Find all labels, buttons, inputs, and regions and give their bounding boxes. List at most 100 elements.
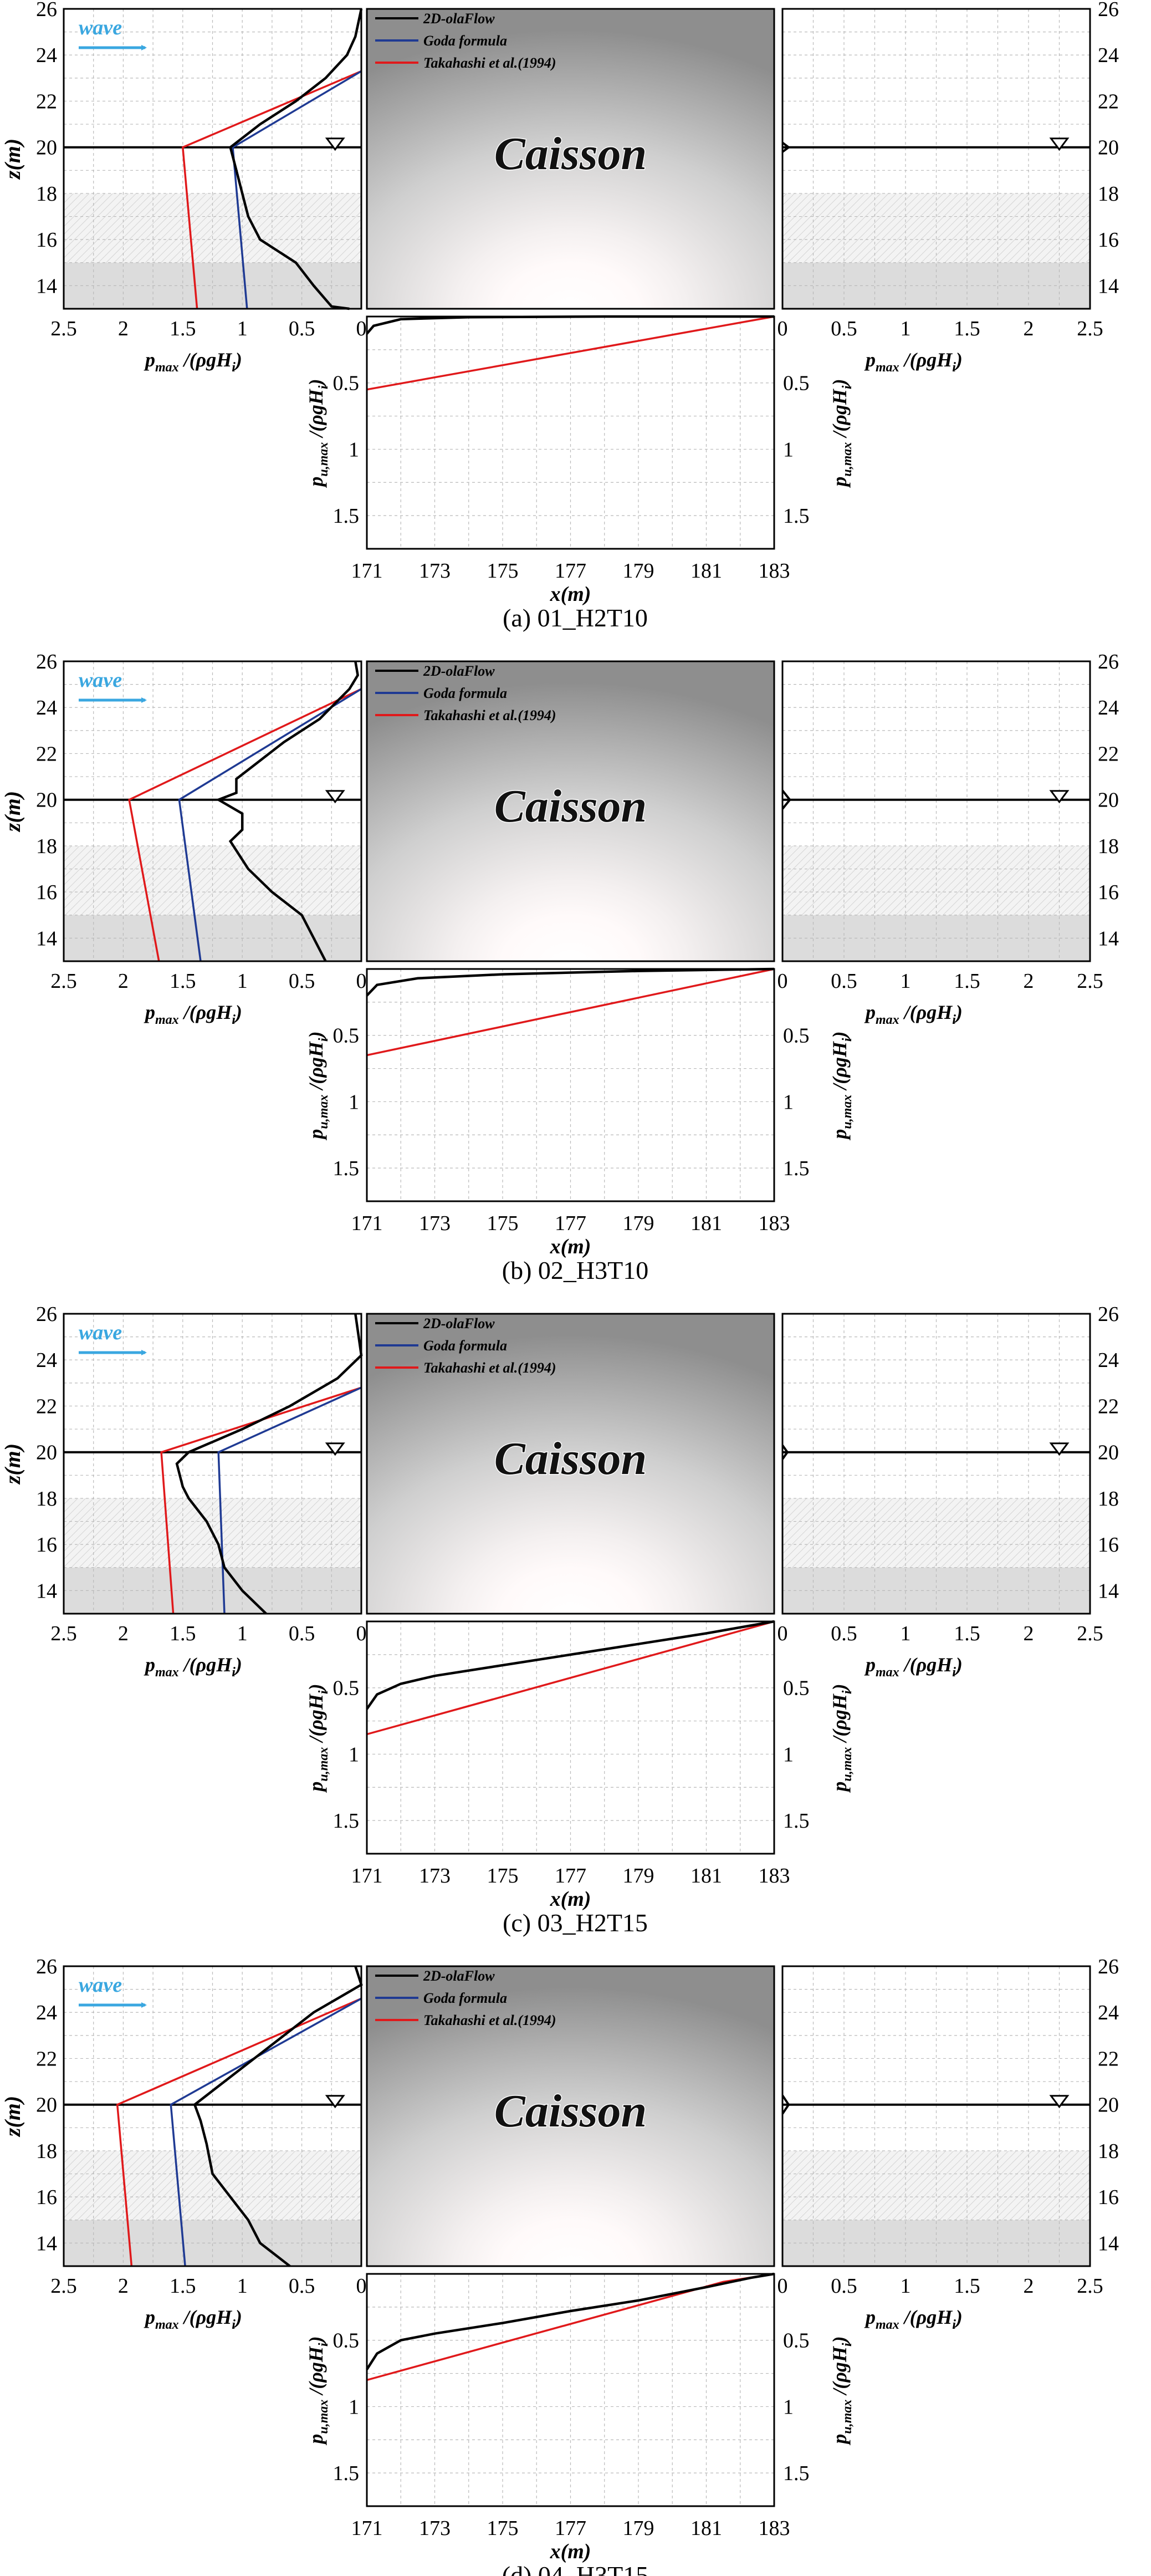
front-olaflow-line <box>216 661 359 962</box>
right-z-tick-label: 20 <box>1098 2094 1119 2117</box>
panel-caption: (b) 02_H3T10 <box>502 1256 648 1284</box>
left-pmax-axis-title: pmax /(ρgHi) <box>144 349 242 375</box>
right-z-tick-label: 26 <box>1098 1303 1119 1326</box>
uplift-tick-label-right: 1.5 <box>783 1809 810 1833</box>
wave-label: wave <box>79 1321 122 1344</box>
right-z-tick-label: 24 <box>1098 44 1119 67</box>
left-z-tick-label: 22 <box>36 742 57 766</box>
uplift-tick-label-left: 0.5 <box>333 2329 360 2353</box>
right-p-tick-label: 0.5 <box>831 1622 857 1645</box>
left-p-tick-label: 2 <box>118 317 129 340</box>
right-z-tick-label: 16 <box>1098 881 1119 904</box>
x-tick-label: 179 <box>623 2517 654 2540</box>
uplift-takahashi-line <box>366 315 775 391</box>
x-tick-label: 181 <box>690 1864 722 1888</box>
x-axis-title: x(m) <box>550 1235 591 1258</box>
right-p-tick-label: 0.5 <box>831 2274 857 2298</box>
right-p-tick-label: 2.5 <box>1077 970 1103 993</box>
left-swl-marker-icon <box>325 790 345 804</box>
uplift-tick-label-right: 0.5 <box>783 1024 810 1048</box>
left-z-tick-label: 24 <box>36 696 57 720</box>
right-frame <box>781 660 1091 962</box>
uplift-tick-label-left: 1 <box>349 438 359 461</box>
x-tick-label: 181 <box>690 559 722 583</box>
front-takahashi-line <box>160 1386 362 1614</box>
right-z-tick-label: 26 <box>1098 650 1119 674</box>
left-z-tick-label: 26 <box>36 1955 57 1978</box>
left-frame <box>63 1965 362 2267</box>
left-z-tick-label: 24 <box>36 2001 57 2024</box>
uplift-frame <box>366 2273 775 2507</box>
caisson-frame <box>366 660 775 962</box>
left-p-tick-label: 0.5 <box>289 2274 315 2298</box>
legend: 2D-olaFlow Goda formula Takahashi et al.(1… <box>375 1968 556 2028</box>
caisson-block <box>367 1314 774 1614</box>
left-z-tick-label: 20 <box>36 2094 57 2117</box>
right-z-tick-label: 24 <box>1098 696 1119 720</box>
caisson-block <box>367 9 774 309</box>
right-z-tick-label: 14 <box>1098 2232 1119 2255</box>
uplift-frame <box>366 968 775 1202</box>
right-z-tick-label: 18 <box>1098 1487 1119 1511</box>
right-p-tick-label: 2.5 <box>1077 1622 1103 1645</box>
left-frame <box>63 1313 362 1615</box>
x-tick-label: 177 <box>555 2517 586 2540</box>
x-tick-label: 181 <box>690 1212 722 1235</box>
right-z-tick-label: 18 <box>1098 2140 1119 2163</box>
left-p-tick-label: 1 <box>237 970 248 993</box>
uplift-tick-label-right: 0.5 <box>783 372 810 395</box>
right-z-tick-label: 18 <box>1098 182 1119 206</box>
uplift-right-axis-title: pu,max /(ρgHi) <box>828 1684 855 1793</box>
x-tick-label: 183 <box>759 1212 790 1235</box>
panel-c: Caisson 2D-olaFlow Goda formula Takahashi e… <box>0 1303 1119 1937</box>
left-z-tick-label: 22 <box>36 1395 57 1418</box>
right-p-tick-label: 1 <box>901 2274 911 2298</box>
right-p-tick-label: 2 <box>1024 2274 1034 2298</box>
left-swl-marker-icon <box>325 137 345 151</box>
left-swl-marker-icon <box>325 2095 345 2109</box>
right-z-tick-label: 26 <box>1098 0 1119 21</box>
uplift-right-axis-title: pu,max /(ρgHi) <box>828 1031 855 1140</box>
left-p-tick-label: 2 <box>118 970 129 993</box>
uplift-tick-label-right: 1 <box>783 1090 794 1114</box>
uplift-left-axis-title: pu,max /(ρgHi) <box>305 1031 331 1140</box>
legend-label: 2D-olaFlow <box>423 1968 495 1984</box>
left-p-tick-label: 1 <box>237 317 248 340</box>
left-z-tick-label: 14 <box>36 2232 57 2255</box>
right-frame <box>781 1313 1091 1615</box>
left-pmax-axis-title: pmax /(ρgHi) <box>144 1654 242 1680</box>
left-frame <box>63 660 362 962</box>
right-z-tick-label: 20 <box>1098 1441 1119 1465</box>
left-z-tick-label: 18 <box>36 182 57 206</box>
right-swl-marker-icon <box>1049 137 1070 151</box>
right-p-tick-label: 1 <box>901 1622 911 1645</box>
x-tick-label: 179 <box>623 1212 654 1235</box>
uplift-tick-label-left: 0.5 <box>333 1024 360 1048</box>
right-frame <box>781 1965 1091 2267</box>
uplift-tick-label-right: 1.5 <box>783 504 810 528</box>
wave-label: wave <box>79 669 122 692</box>
left-z-tick-label: 14 <box>36 927 57 950</box>
left-z-tick-label: 14 <box>36 1579 57 1603</box>
x-tick-label: 179 <box>623 559 654 583</box>
right-z-tick-label: 22 <box>1098 2047 1119 2070</box>
right-p-tick-label: 1.5 <box>954 2274 980 2298</box>
legend-label: 2D-olaFlow <box>423 1315 495 1332</box>
legend-label: Takahashi et al.(1994) <box>423 2012 556 2028</box>
x-tick-label: 171 <box>351 1212 383 1235</box>
caisson-frame <box>366 1965 775 2267</box>
x-tick-label: 183 <box>759 2517 790 2540</box>
right-p-tick-label: 0 <box>777 317 788 340</box>
left-p-tick-label: 0.5 <box>289 1622 315 1645</box>
z-axis-title: z(m) <box>0 2096 25 2138</box>
z-axis-title: z(m) <box>0 791 25 833</box>
right-swl-marker-icon <box>1049 790 1070 804</box>
front-goda-line <box>178 688 362 962</box>
legend-label: 2D-olaFlow <box>423 663 495 679</box>
right-p-tick-label: 0 <box>777 1622 788 1645</box>
left-p-tick-label: 1.5 <box>170 1622 196 1645</box>
right-z-tick-label: 22 <box>1098 742 1119 766</box>
uplift-tick-label-right: 1 <box>783 2395 794 2419</box>
x-tick-label: 181 <box>690 2517 722 2540</box>
left-p-tick-label: 0 <box>356 970 367 993</box>
